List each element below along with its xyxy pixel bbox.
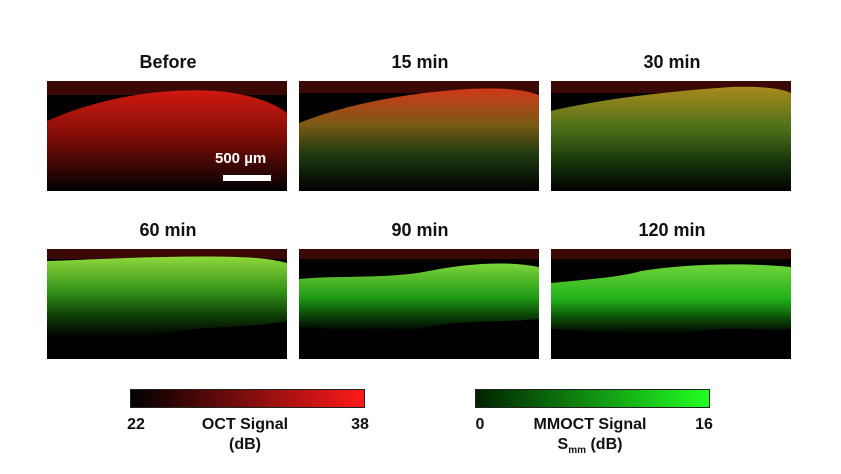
mmoct-colorbar-max: 16: [695, 416, 713, 433]
oct-colorbar-label: OCT Signal: [201, 416, 289, 433]
oct-image-30min: [551, 81, 791, 191]
mmoct-colorbar-min: 0: [475, 416, 485, 433]
oct-image-60min: [47, 249, 287, 359]
oct-colorbar-unit: (dB): [229, 436, 261, 453]
mmoct-unit-subscript: mm: [568, 445, 587, 457]
oct-colorbar-max: 38: [351, 416, 369, 433]
mmoct-unit-rest: (dB): [586, 436, 623, 453]
mmoct-colorbar-unit: Smm (dB): [515, 436, 665, 456]
mmoct-colorbar-label: MMOCT Signal: [533, 416, 647, 433]
scale-bar: [223, 175, 271, 181]
oct-image-90min: [299, 249, 539, 359]
scale-bar-label: 500 µm: [215, 150, 267, 167]
oct-image-120min: [551, 249, 791, 359]
oct-colorbar: [130, 389, 365, 408]
oct-image-before: [47, 81, 287, 191]
panel-title-90min: 90 min: [391, 220, 449, 240]
mmoct-colorbar: [475, 389, 710, 408]
oct-image-15min: [299, 81, 539, 191]
mmoct-unit-symbol: S: [557, 436, 569, 453]
panel-title-60min: 60 min: [139, 220, 197, 240]
panel-title-120min: 120 min: [638, 220, 706, 240]
panel-title-before: Before: [139, 52, 197, 72]
panel-title-30min: 30 min: [643, 52, 701, 72]
oct-colorbar-min: 22: [127, 416, 145, 433]
panel-title-15min: 15 min: [391, 52, 449, 72]
